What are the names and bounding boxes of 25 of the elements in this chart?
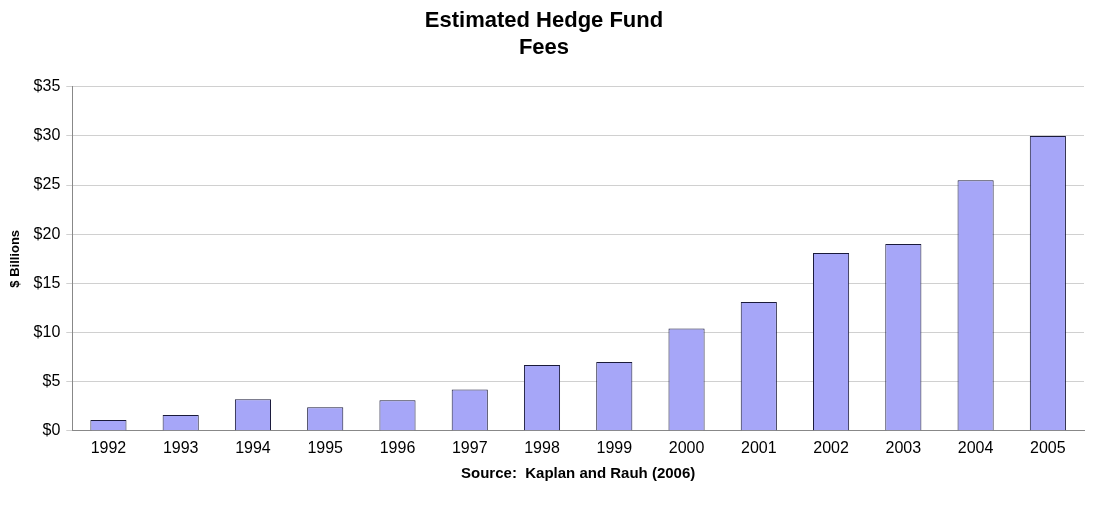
- x-tick-label: 2002: [813, 438, 849, 456]
- y-tick-label: $15: [33, 273, 61, 291]
- y-tick-label: $20: [33, 224, 61, 242]
- x-tick-label: 2001: [741, 438, 777, 456]
- y-tick-label: $5: [42, 372, 61, 390]
- chart-title: Estimated Hedge Fund Fees: [424, 7, 664, 59]
- x-tick-label: 1998: [524, 438, 560, 456]
- y-tick-label: $30: [33, 126, 61, 144]
- y-tick-label: $25: [33, 175, 61, 193]
- x-tick-label: 1995: [307, 438, 344, 456]
- x-tick-label: 1999: [596, 438, 633, 456]
- y-tick-label: $0: [42, 421, 61, 439]
- x-tick-label: 1992: [90, 438, 127, 456]
- x-tick-label: 2000: [668, 438, 705, 456]
- x-tick-label: 1996: [379, 438, 416, 456]
- y-tick-label: $35: [33, 77, 61, 95]
- x-tick-label: 1997: [451, 438, 488, 456]
- x-tick-label: 1994: [235, 438, 271, 456]
- y-axis-title: $ Billions: [7, 229, 23, 288]
- x-tick-label: 2004: [957, 438, 994, 456]
- x-tick-label: 2003: [885, 438, 922, 456]
- y-tick-label: $10: [33, 322, 61, 340]
- x-tick-label: 1993: [162, 438, 199, 456]
- x-tick-label: 2005: [1030, 438, 1066, 456]
- source-note: Source: Kaplan and Rauh (2006): [461, 464, 696, 482]
